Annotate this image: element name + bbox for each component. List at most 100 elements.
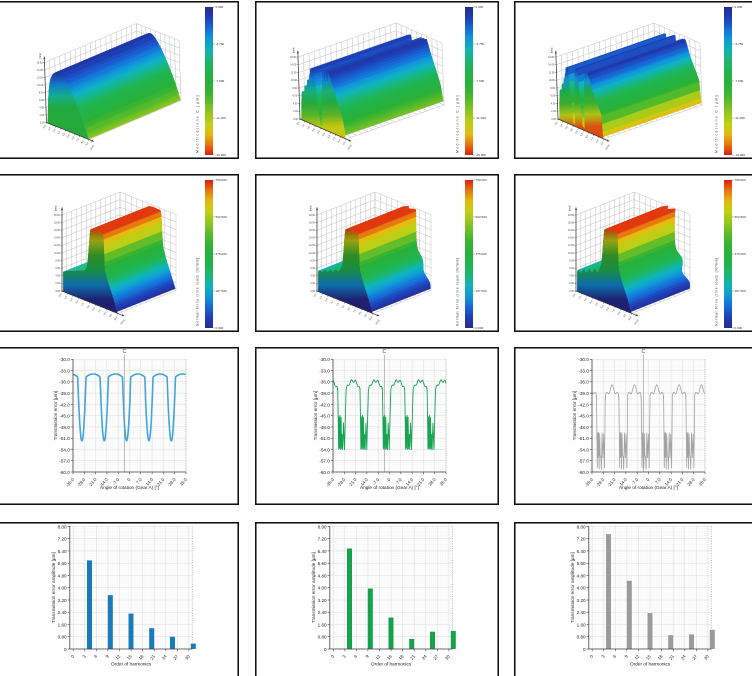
svg-text:-39.0: -39.0: [59, 391, 70, 396]
svg-text:[mm]: [mm]: [309, 205, 312, 211]
svg-text:16.00: 16.00: [54, 229, 61, 232]
svg-text:14.00: 14.00: [290, 64, 297, 67]
svg-text:1.60: 1.60: [317, 622, 326, 627]
svg-text:12: 12: [114, 653, 121, 660]
svg-text:21.0: 21.0: [416, 477, 426, 487]
svg-text:10.00: 10.00: [54, 252, 61, 255]
svg-text:18: 18: [138, 653, 145, 660]
svg-text:-28.0: -28.0: [594, 477, 605, 488]
svg-text:28.0: 28.0: [427, 477, 437, 487]
svg-text:10.0: 10.0: [113, 315, 119, 321]
svg-text:18.00: 18.00: [568, 221, 575, 224]
svg-text:10.00: 10.00: [309, 252, 316, 255]
svg-text:C: C: [382, 349, 386, 355]
svg-text:4.00: 4.00: [58, 585, 67, 590]
svg-text:5.60: 5.60: [317, 561, 326, 566]
svg-text:-48.0: -48.0: [59, 425, 70, 430]
svg-text:0: 0: [588, 653, 594, 659]
svg-text:-7.500: -7.500: [216, 79, 225, 83]
svg-text:7.0: 7.0: [135, 477, 143, 485]
svg-text:[mm]: [mm]: [550, 47, 553, 53]
svg-text:0: 0: [70, 653, 76, 659]
svg-text:6.40: 6.40: [58, 548, 67, 553]
svg-text:5.0: 5.0: [600, 304, 605, 309]
svg-text:1.60: 1.60: [58, 622, 67, 627]
svg-text:15: 15: [644, 653, 651, 660]
svg-text:4.00: 4.00: [292, 102, 297, 105]
svg-text:-30.0: -30.0: [59, 357, 70, 362]
svg-text:-33.0: -33.0: [319, 369, 330, 374]
svg-text:10.0: 10.0: [627, 315, 633, 321]
svg-text:16.00: 16.00: [548, 56, 555, 59]
svg-text:8.0: 8.0: [337, 139, 342, 144]
svg-text:6.40: 6.40: [576, 548, 585, 553]
svg-text:-7.500: -7.500: [734, 79, 743, 83]
svg-text:0: 0: [329, 653, 335, 659]
svg-text:562.500: 562.500: [475, 215, 486, 219]
svg-text:10.00: 10.00: [37, 84, 44, 87]
svg-text:14.0: 14.0: [145, 477, 155, 487]
svg-text:5.60: 5.60: [576, 561, 585, 566]
svg-text:3.0: 3.0: [75, 300, 80, 305]
svg-text:2.00: 2.00: [40, 114, 45, 117]
svg-text:9.0: 9.0: [85, 141, 90, 146]
svg-text:7.20: 7.20: [58, 536, 67, 541]
svg-text:2.00: 2.00: [293, 110, 298, 113]
svg-text:28.0: 28.0: [686, 477, 696, 487]
svg-text:0.000: 0.000: [734, 5, 742, 9]
svg-text:8.00: 8.00: [39, 91, 44, 94]
svg-text:0.0: 0.0: [572, 293, 577, 298]
svg-text:375.000: 375.000: [216, 252, 227, 256]
svg-text:6: 6: [93, 653, 99, 659]
svg-text:-7.0: -7.0: [630, 477, 639, 486]
svg-text:-21.0: -21.0: [606, 477, 617, 488]
svg-text:8.0: 8.0: [80, 139, 85, 144]
svg-text:-45.0: -45.0: [319, 414, 330, 419]
svg-text:3.0: 3.0: [588, 300, 593, 305]
svg-text:9.0: 9.0: [622, 313, 627, 318]
svg-text:562.500: 562.500: [734, 215, 745, 219]
svg-text:-45.0: -45.0: [59, 414, 70, 419]
svg-text:375.000: 375.000: [734, 252, 745, 256]
svg-text:Modifications C [μm]: Modifications C [μm]: [455, 94, 459, 153]
svg-text:20.00: 20.00: [54, 214, 61, 217]
svg-text:15: 15: [126, 653, 133, 660]
svg-text:4.80: 4.80: [317, 573, 326, 578]
svg-text:9.0: 9.0: [363, 313, 368, 318]
svg-text:7.0: 7.0: [589, 136, 594, 141]
svg-text:21.0: 21.0: [675, 477, 685, 487]
svg-text:-7.0: -7.0: [111, 477, 120, 486]
svg-text:24: 24: [679, 653, 686, 660]
svg-text:12.00: 12.00: [309, 244, 316, 247]
svg-text:2.0: 2.0: [52, 128, 57, 133]
svg-text:20.00: 20.00: [309, 214, 316, 217]
svg-text:10.00: 10.00: [568, 252, 575, 255]
svg-text:Transmission error [μm]: Transmission error [μm]: [572, 391, 577, 440]
svg-text:-35.0: -35.0: [324, 477, 335, 488]
svg-text:0.80: 0.80: [317, 634, 326, 639]
svg-text:Transmission error amplitude [: Transmission error amplitude [μm]: [311, 552, 316, 623]
svg-text:2.00: 2.00: [55, 282, 60, 285]
svg-text:-39.0: -39.0: [578, 391, 589, 396]
svg-text:16.00: 16.00: [309, 229, 316, 232]
svg-text:[mm]: [mm]: [346, 144, 352, 150]
svg-text:2.40: 2.40: [576, 610, 585, 615]
svg-text:30: 30: [184, 653, 191, 660]
svg-text:14.0: 14.0: [404, 477, 414, 487]
svg-text:8.0: 8.0: [357, 311, 362, 316]
svg-text:-3.750: -3.750: [475, 42, 484, 46]
svg-text:-14.0: -14.0: [617, 477, 628, 488]
svg-text:-39.0: -39.0: [319, 391, 330, 396]
svg-text:0.0: 0.0: [296, 121, 301, 126]
svg-text:30: 30: [702, 653, 709, 660]
svg-text:30: 30: [443, 653, 450, 660]
svg-text:0.0: 0.0: [58, 293, 63, 298]
svg-text:Normal force (line load) [N/m: Normal force (line load) [N/mm]: [455, 257, 459, 326]
svg-text:-7.500: -7.500: [475, 79, 484, 83]
svg-text:-36.0: -36.0: [319, 380, 330, 385]
svg-text:7.0: 7.0: [76, 137, 81, 142]
svg-text:-60.0: -60.0: [59, 470, 70, 475]
svg-text:-60.0: -60.0: [319, 470, 330, 475]
svg-text:Order of harmonics: Order of harmonics: [371, 661, 412, 666]
svg-text:27: 27: [432, 653, 439, 660]
